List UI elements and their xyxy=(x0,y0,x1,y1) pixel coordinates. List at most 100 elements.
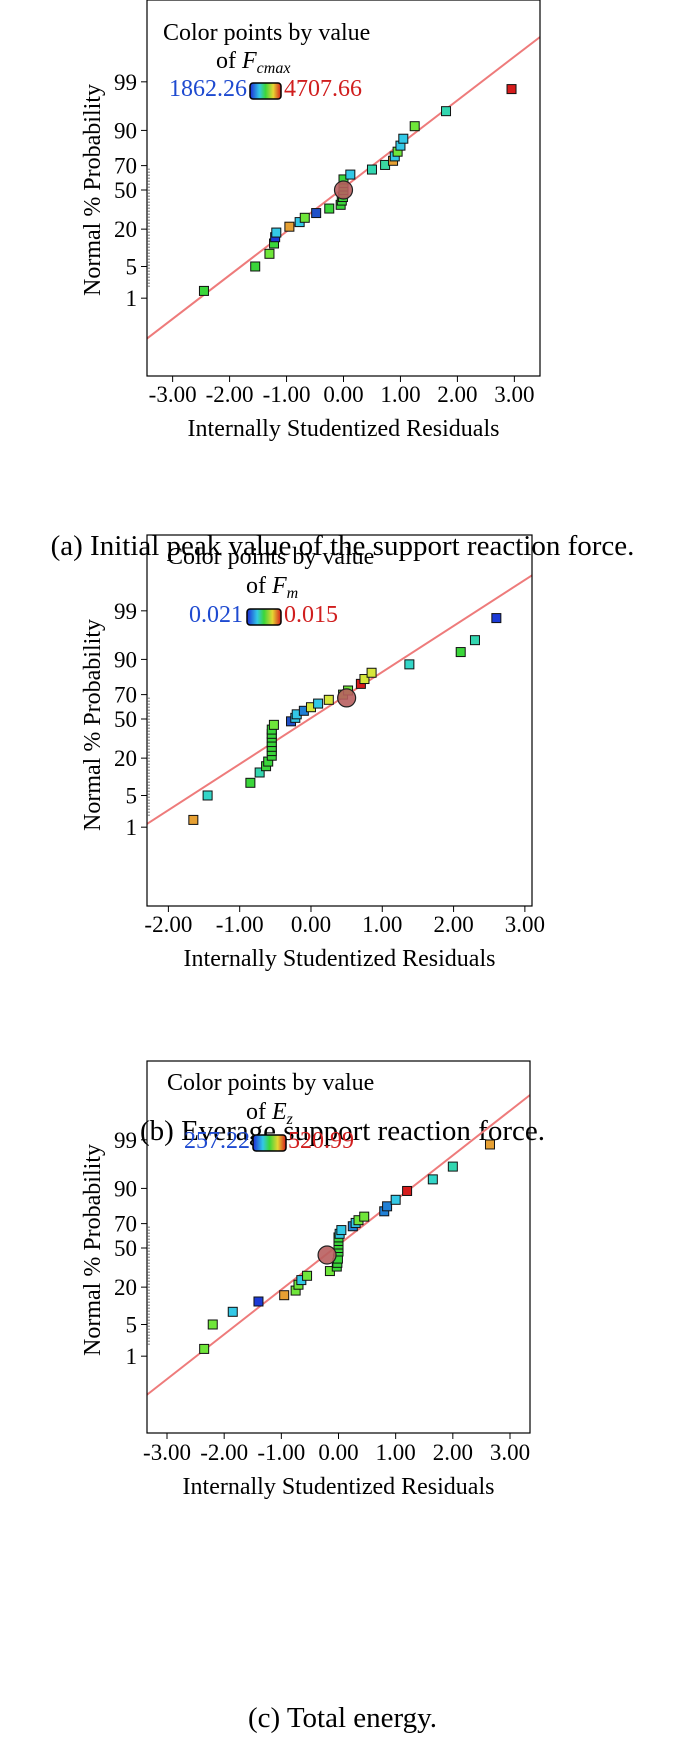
x-tick-label: -2.00 xyxy=(144,912,192,937)
x-tick-label: 0.00 xyxy=(291,912,331,937)
x-tick-label: 2.00 xyxy=(433,1440,473,1465)
data-point xyxy=(299,212,310,223)
x-tick-label: 2.00 xyxy=(437,382,477,407)
x-tick-label: 1.00 xyxy=(376,1440,416,1465)
data-point xyxy=(506,84,517,95)
data-point xyxy=(271,227,282,238)
data-point xyxy=(455,647,466,658)
legend-title: Color points by value xyxy=(163,20,370,46)
y-tick-label: 1 xyxy=(126,815,138,840)
legend-variable: of Fm xyxy=(246,573,298,602)
data-point xyxy=(253,1296,264,1307)
y-tick-label: 70 xyxy=(114,683,137,708)
data-point xyxy=(404,659,415,670)
panel-a: 1 5 20 50 70 90 99 -3.00 -2.00 -1.00 0.00 1.00 2.00 3… xyxy=(0,0,685,590)
y-tick-label: 20 xyxy=(114,217,137,242)
data-point xyxy=(198,285,209,296)
x-axis-label: Internally Studentized Residuals xyxy=(188,416,500,442)
data-point xyxy=(207,1319,218,1330)
x-axis-label: Internally Studentized Residuals xyxy=(183,1474,495,1500)
x-tick-label: -1.00 xyxy=(216,912,264,937)
data-point xyxy=(313,698,324,709)
highlight-marker xyxy=(333,180,354,200)
legend-colorbar xyxy=(249,82,282,100)
legend-colorbar xyxy=(252,1134,287,1152)
x-tick-label: 3.00 xyxy=(505,912,545,937)
data-point xyxy=(254,767,265,778)
y-tick-label: 50 xyxy=(114,707,137,732)
y-axis-label: Normal % Probability xyxy=(80,619,106,831)
panel-b: 1 5 20 50 70 90 99 -2.00 -1.00 0.00 1.00 2.00 3.00 In… xyxy=(0,534,685,1175)
x-tick-label: -3.00 xyxy=(149,382,197,407)
legend-colorbar xyxy=(246,608,282,626)
y-tick-label: 99 xyxy=(114,1128,137,1153)
plot-frame xyxy=(146,534,533,907)
data-point xyxy=(245,777,256,788)
data-point xyxy=(409,121,420,132)
data-point xyxy=(284,221,295,232)
data-point xyxy=(382,1201,393,1212)
data-point xyxy=(366,164,377,175)
y-tick-label: 1 xyxy=(126,286,138,311)
x-tick-label: -1.00 xyxy=(263,382,311,407)
y-tick-label: 99 xyxy=(114,599,137,624)
data-point xyxy=(264,248,275,259)
legend-max-value: 4707.66 xyxy=(284,76,362,102)
legend-min-value: 257.22 xyxy=(184,1128,250,1154)
y-tick-label: 20 xyxy=(114,1275,137,1300)
highlight-marker xyxy=(337,688,357,708)
y-tick-label: 90 xyxy=(114,118,137,143)
panel-c: 1 5 20 50 70 90 99 -3.00 -2.00 -1.00 0.00 1.00 2.00 3… xyxy=(0,1060,685,1757)
x-tick-label: -2.00 xyxy=(200,1440,248,1465)
x-tick-label: 3.00 xyxy=(494,382,534,407)
data-point xyxy=(202,790,213,801)
data-point xyxy=(390,1194,401,1205)
x-tick-label: 0.00 xyxy=(323,382,363,407)
legend-max-value: 520.99 xyxy=(288,1128,354,1154)
data-point xyxy=(402,1185,413,1196)
data-point xyxy=(250,261,261,272)
y-axis-label: Normal % Probability xyxy=(80,1144,106,1356)
data-point xyxy=(398,133,409,144)
x-tick-label: -2.00 xyxy=(206,382,254,407)
x-tick-label: -1.00 xyxy=(257,1440,305,1465)
data-point xyxy=(311,208,322,219)
data-point xyxy=(469,635,480,646)
data-point xyxy=(302,1270,313,1281)
legend-variable: of Ez xyxy=(246,1099,294,1128)
y-tick-label: 99 xyxy=(114,70,137,95)
y-tick-label: 1 xyxy=(126,1344,138,1369)
legend-max-value: 0.015 xyxy=(284,602,338,628)
data-point xyxy=(199,1343,210,1354)
caption-b: (b) Everage support reaction force. xyxy=(140,1115,545,1147)
legend-min-value: 1862.26 xyxy=(169,76,247,102)
y-tick-label: 70 xyxy=(114,1212,137,1237)
x-tick-label: 2.00 xyxy=(433,912,473,937)
y-tick-label: 50 xyxy=(114,178,137,203)
data-point xyxy=(188,814,199,825)
data-point xyxy=(359,674,370,685)
data-point xyxy=(484,1139,495,1150)
data-point xyxy=(268,719,279,730)
y-tick-label: 5 xyxy=(126,254,138,279)
data-point xyxy=(227,1306,238,1317)
y-tick-label: 20 xyxy=(114,746,137,771)
y-tick-label: 70 xyxy=(114,154,137,179)
x-axis-label: Internally Studentized Residuals xyxy=(184,946,496,972)
legend-min-value: 0.021 xyxy=(189,602,243,628)
x-tick-label: -3.00 xyxy=(143,1440,191,1465)
data-point xyxy=(336,1225,347,1236)
y-tick-label: 5 xyxy=(126,1312,138,1337)
x-tick-label: 1.00 xyxy=(362,912,402,937)
data-point xyxy=(324,203,335,214)
highlight-marker xyxy=(317,1245,337,1265)
data-point xyxy=(359,1211,370,1222)
legend-variable: of Fcmax xyxy=(216,48,290,77)
x-tick-label: 1.00 xyxy=(380,382,420,407)
data-point xyxy=(366,667,377,678)
y-tick-label: 5 xyxy=(126,783,138,808)
